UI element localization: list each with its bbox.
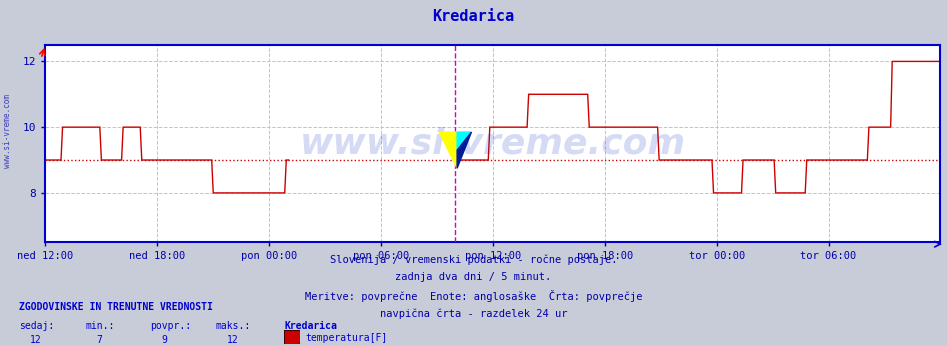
Text: 12: 12 [30,335,42,345]
Text: navpična črta - razdelek 24 ur: navpična črta - razdelek 24 ur [380,308,567,319]
Text: min.:: min.: [85,321,115,331]
Text: www.si-vreme.com: www.si-vreme.com [3,94,12,169]
Text: ZGODOVINSKE IN TRENUTNE VREDNOSTI: ZGODOVINSKE IN TRENUTNE VREDNOSTI [19,302,213,312]
Text: temperatura[F]: temperatura[F] [305,333,387,343]
Text: Meritve: povprečne  Enote: anglosaške  Črta: povprečje: Meritve: povprečne Enote: anglosaške Črt… [305,290,642,302]
Text: 9: 9 [161,335,167,345]
Text: www.si-vreme.com: www.si-vreme.com [300,127,686,161]
Polygon shape [457,132,472,168]
Text: povpr.:: povpr.: [150,321,190,331]
Text: sedaj:: sedaj: [19,321,54,331]
Text: Kredarica: Kredarica [433,9,514,24]
Text: Kredarica: Kredarica [284,321,337,331]
Polygon shape [439,132,457,168]
Polygon shape [457,132,472,150]
Text: 7: 7 [97,335,102,345]
Text: zadnja dva dni / 5 minut.: zadnja dva dni / 5 minut. [396,272,551,282]
Text: Slovenija / vremenski podatki - ročne postaje.: Slovenija / vremenski podatki - ročne po… [330,254,617,265]
Text: 12: 12 [227,335,239,345]
Text: maks.:: maks.: [216,321,251,331]
